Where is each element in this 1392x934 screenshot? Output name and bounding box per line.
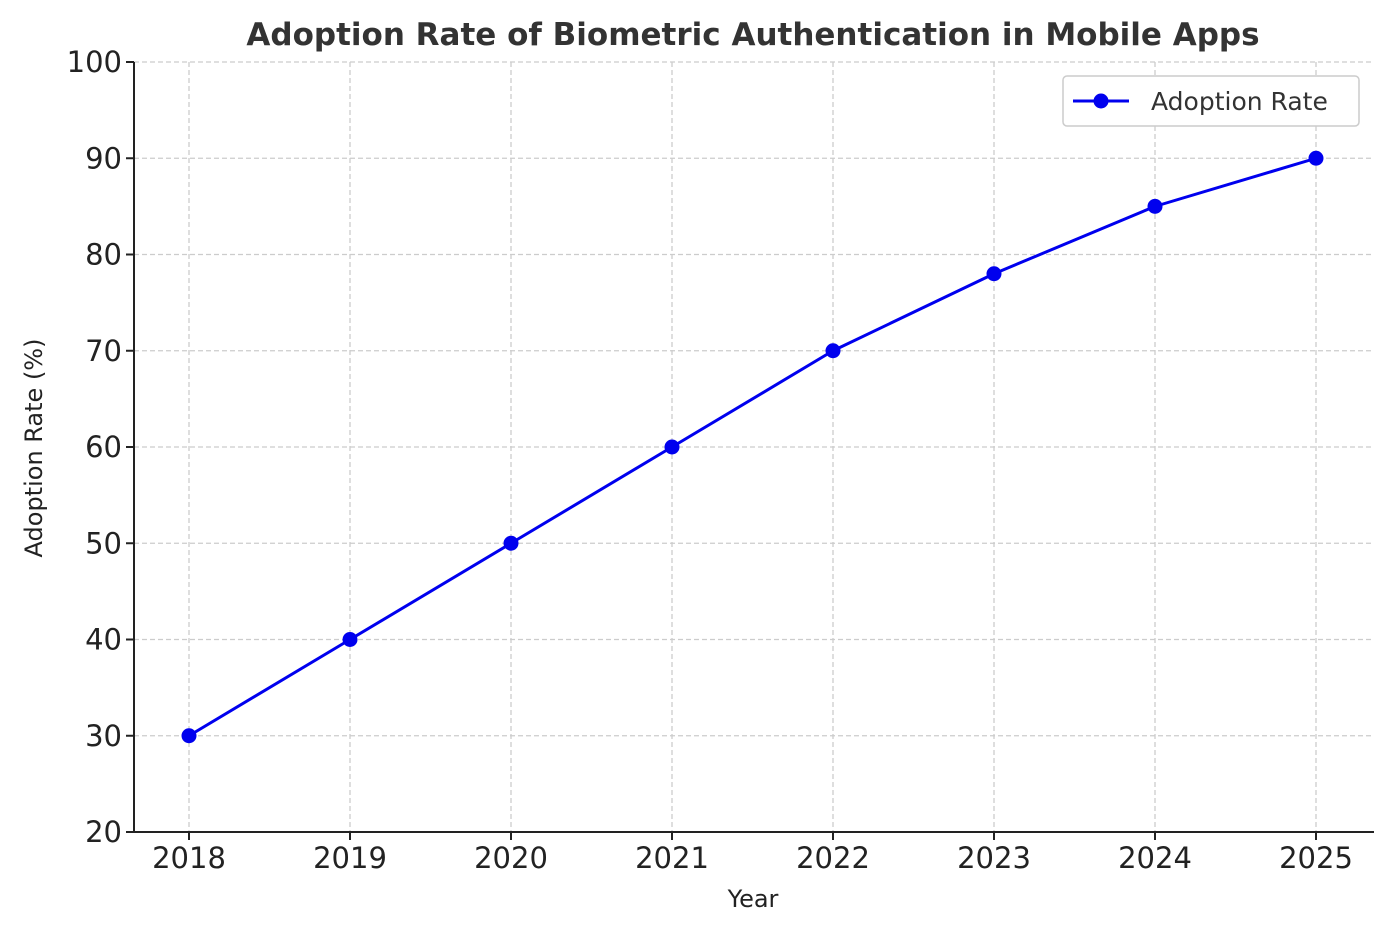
y-axis-label: Adoption Rate (%) bbox=[20, 339, 48, 558]
x-tick-label: 2019 bbox=[313, 841, 387, 875]
data-point bbox=[503, 535, 519, 551]
data-point bbox=[342, 632, 358, 647]
x-tick-label: 2024 bbox=[1118, 841, 1192, 875]
y-tick-label: 50 bbox=[85, 526, 122, 560]
data-point bbox=[664, 439, 680, 455]
x-tick-label: 2023 bbox=[957, 841, 1031, 875]
data-point bbox=[825, 343, 841, 359]
legend-marker-sample bbox=[1093, 93, 1109, 109]
y-tick-label: 100 bbox=[67, 45, 122, 79]
data-point bbox=[181, 728, 197, 744]
y-tick-label: 80 bbox=[85, 238, 122, 272]
grid-lines bbox=[134, 61, 1374, 832]
x-tick-label: 2021 bbox=[635, 841, 709, 875]
data-point bbox=[1147, 198, 1163, 214]
x-axis-label: Year bbox=[727, 885, 779, 913]
y-tick-label: 20 bbox=[85, 815, 122, 849]
y-tick-label: 70 bbox=[85, 334, 122, 368]
y-axis-ticks: 20 30 40 50 60 70 80 90 100 bbox=[67, 45, 134, 849]
data-point bbox=[1308, 150, 1324, 166]
x-tick-label: 2020 bbox=[474, 841, 548, 875]
x-tick-label: 2025 bbox=[1279, 841, 1353, 875]
x-tick-label: 2018 bbox=[152, 841, 226, 875]
legend: Adoption Rate bbox=[1062, 75, 1360, 127]
y-tick-label: 60 bbox=[85, 430, 122, 464]
y-tick-label: 30 bbox=[85, 719, 122, 753]
x-tick-label: 2022 bbox=[796, 841, 870, 875]
legend-label: Adoption Rate bbox=[1151, 87, 1328, 116]
x-axis-ticks: 2018 2019 2020 2021 2022 2023 2024 2025 bbox=[152, 832, 1353, 875]
legend-box bbox=[1062, 75, 1360, 127]
chart-title: Adoption Rate of Biometric Authenticatio… bbox=[246, 17, 1259, 53]
series-layer bbox=[181, 150, 1324, 744]
series-line bbox=[188, 156, 1317, 738]
y-tick-label: 40 bbox=[85, 623, 122, 657]
y-tick-label: 90 bbox=[85, 141, 122, 175]
data-point bbox=[986, 266, 1002, 282]
